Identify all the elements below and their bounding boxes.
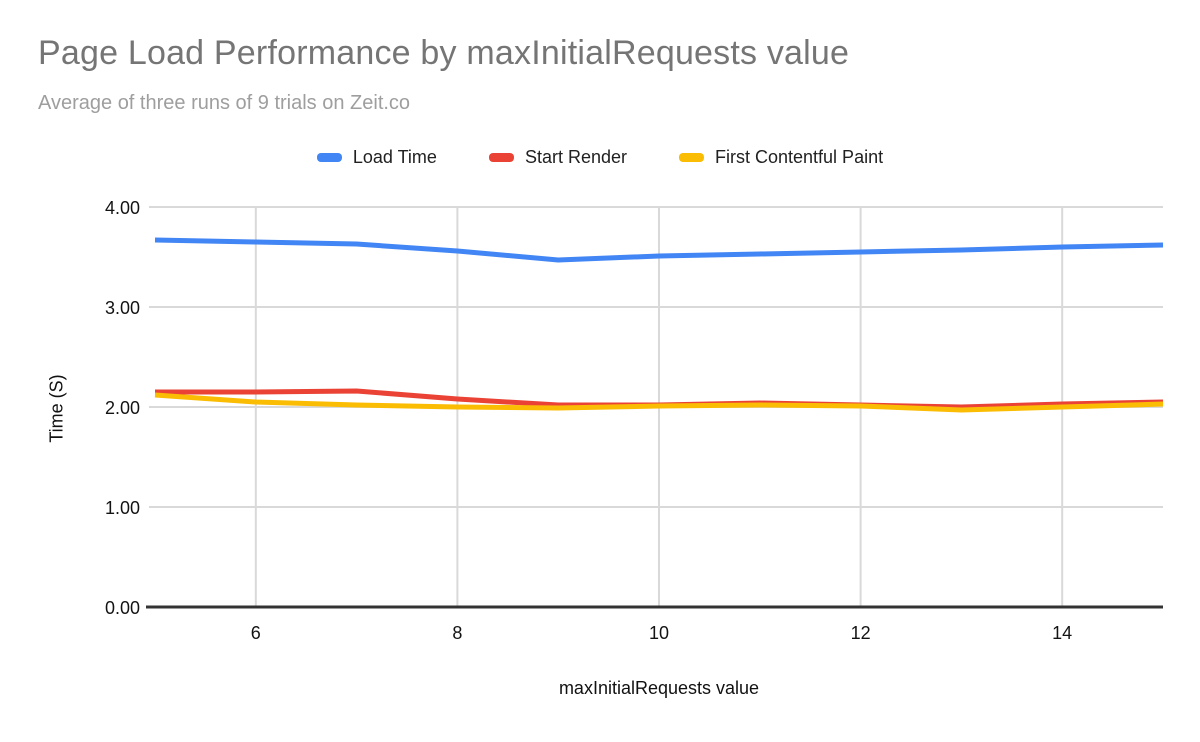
legend-item-load-time[interactable]: Load Time <box>316 146 437 168</box>
chart-subtitle: Average of three runs of 9 trials on Zei… <box>38 92 411 114</box>
y-tick-label: 3.00 <box>105 298 140 318</box>
legend-label-start-render: Start Render <box>524 146 628 167</box>
y-tick-label: 2.00 <box>105 398 140 418</box>
x-tick-label: 14 <box>1052 623 1072 643</box>
y-tick-label: 4.00 <box>105 198 140 218</box>
series-line-first-contentful-paint <box>154 392 1164 413</box>
start-render-swatch-icon <box>488 152 514 162</box>
x-tick-label: 8 <box>452 623 462 643</box>
x-tick-label: 12 <box>851 623 871 643</box>
legend-label-first-contentful-paint: First Contentful Paint <box>715 146 884 167</box>
x-tick-label: 6 <box>251 623 261 643</box>
x-tick-label: 10 <box>649 623 669 643</box>
x-axis-title: maxInitialRequests value <box>558 678 760 698</box>
y-tick-label: 0.00 <box>105 598 140 618</box>
load-time-swatch-icon <box>316 152 342 162</box>
y-tick-label: 1.00 <box>105 498 140 518</box>
first-contentful-paint-swatch-icon <box>679 152 705 162</box>
legend-item-start-render[interactable]: Start Render <box>488 146 628 168</box>
legend-item-first-contentful-paint[interactable]: First Contentful Paint <box>679 147 883 168</box>
legend-label-load-time: Load Time <box>352 146 437 167</box>
chart-title: Page Load Performance by maxInitialReque… <box>38 34 850 72</box>
series-line-load-time <box>154 237 1164 263</box>
legend: Load Time Start Render First Contentful … <box>0 144 1200 170</box>
